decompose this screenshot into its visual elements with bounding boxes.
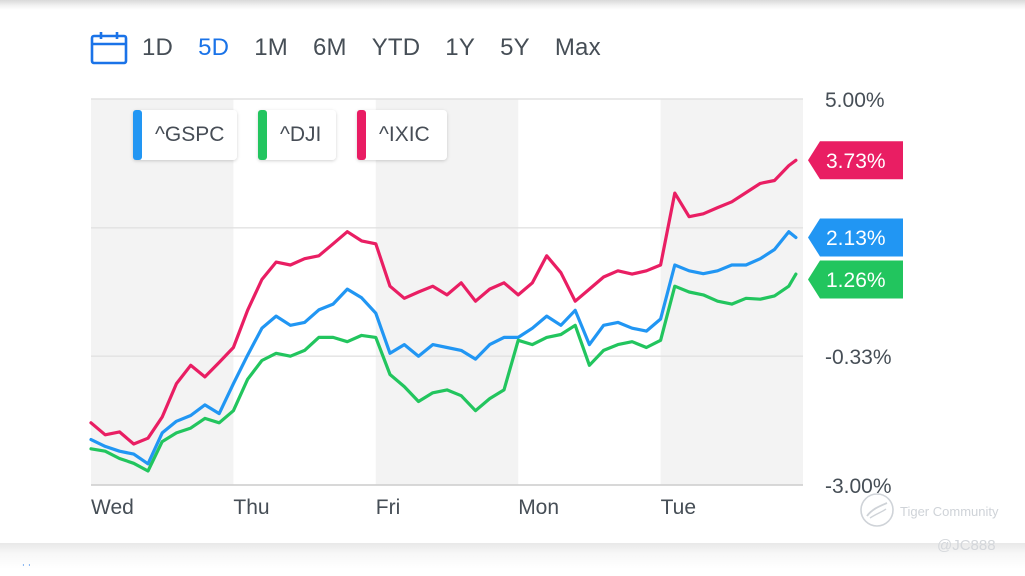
watermark-handle: @JC888 [937, 537, 996, 554]
end-badge-gspc: 2.13% [808, 218, 903, 257]
more-indicator: ˙˙ [22, 562, 34, 576]
legend-item-ixic[interactable]: ^IXIC [357, 110, 447, 160]
legend-label: ^DJI [280, 123, 321, 146]
x-tick-label-tue: Tue [661, 496, 696, 519]
tiger-logo-icon [860, 493, 894, 527]
x-tick-label-thu: Thu [233, 496, 269, 519]
range-max-button[interactable]: Max [554, 34, 601, 61]
x-tick-label-fri: Fri [376, 496, 401, 519]
legend-chip [258, 110, 336, 160]
legend-label: ^IXIC [379, 123, 430, 146]
x-tick-label-wed: Wed [91, 496, 134, 519]
series-line-dji [89, 272, 798, 473]
range-6m-button[interactable]: 6M [312, 34, 347, 61]
legend-item-dji[interactable]: ^DJI [258, 110, 336, 160]
end-badge-dji: 1.26% [808, 260, 903, 299]
range-5d-button[interactable]: 5D [198, 34, 230, 61]
end-badge-value: 3.73% [826, 150, 886, 173]
end-badge-shape [808, 218, 903, 257]
range-1m-button[interactable]: 1M [254, 34, 288, 61]
end-badge-value: 1.26% [826, 269, 886, 292]
day-band-fri [375, 99, 519, 485]
legend-label: ^GSPC [155, 123, 224, 146]
end-badge-value: 2.13% [826, 227, 886, 250]
range-selector: 1D 5D 1M 6M YTD 1Y 5Y Max [90, 29, 626, 67]
y-tick-label: -0.33% [825, 346, 892, 369]
bottom-shadow [0, 543, 1025, 569]
legend-chip [133, 110, 237, 160]
y-tick-label: -3.00% [825, 475, 892, 498]
legend-swatch [133, 110, 142, 160]
range-ytd-button[interactable]: YTD [371, 34, 421, 61]
range-1y-button[interactable]: 1Y [445, 34, 476, 61]
end-badge-shape [808, 141, 903, 180]
legend-swatch [357, 110, 366, 160]
watermark-logo: Tiger Community [858, 492, 1018, 528]
legend-swatch [258, 110, 267, 160]
end-badge-shape [808, 260, 903, 299]
top-shadow [0, 0, 1025, 10]
y-tick-label: 5.00% [825, 89, 885, 112]
series-line-gspc [89, 230, 798, 466]
range-5y-button[interactable]: 5Y [500, 34, 530, 61]
end-badge-ixic: 3.73% [808, 141, 903, 180]
x-tick-label-mon: Mon [518, 496, 559, 519]
legend-item-gspc[interactable]: ^GSPC [133, 110, 237, 160]
range-1d-button[interactable]: 1D [142, 34, 174, 61]
series-line-ixic [89, 158, 798, 446]
watermark-brand: Tiger Community [900, 504, 999, 519]
legend-chip [357, 110, 447, 160]
calendar-icon[interactable] [90, 31, 128, 65]
